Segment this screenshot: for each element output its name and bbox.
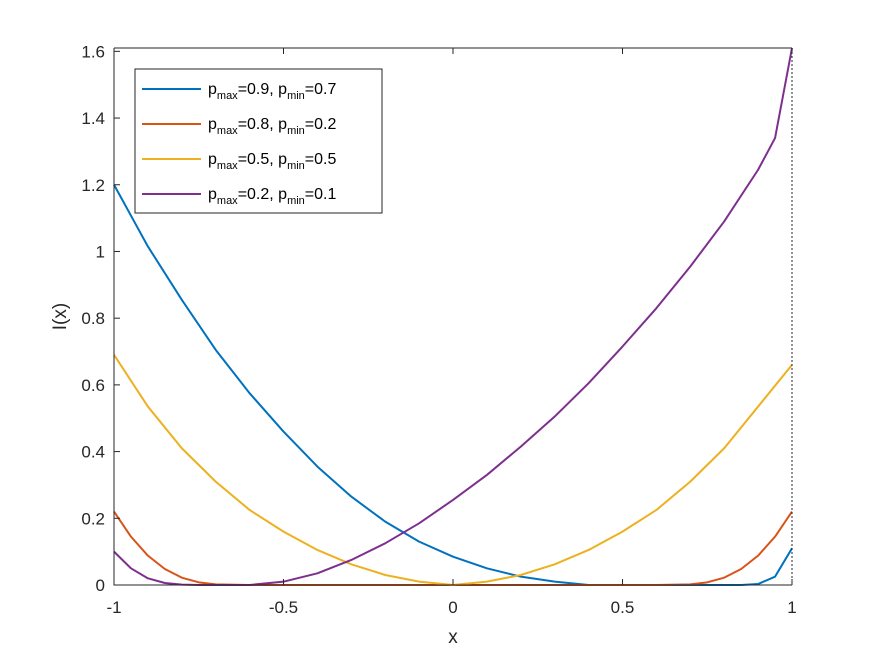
- x-tick-label: 0.5: [611, 598, 635, 617]
- legend-entry: pmax=0.2, pmin=0.1: [208, 186, 336, 207]
- x-tick-label: 0: [448, 598, 457, 617]
- x-tick-label: 1: [787, 598, 796, 617]
- legend-entry: pmax=0.9, pmin=0.7: [208, 81, 336, 102]
- y-tick-label: 0: [96, 576, 105, 595]
- y-tick-label: 0.8: [81, 309, 105, 328]
- legend-box: [134, 68, 383, 214]
- y-tick-label: 1.6: [81, 42, 105, 61]
- x-tick-label: -1: [106, 598, 121, 617]
- x-tick-label: -0.5: [269, 598, 298, 617]
- y-axis: 0 0.2 0.4 0.6 0.8 1 1.2 1.4 1.6: [81, 42, 120, 595]
- legend-entry: pmax=0.5, pmin=0.5: [208, 151, 336, 172]
- legend: pmax=0.9, pmin=0.7 pmax=0.8, pmin=0.2 pmax…: [134, 68, 383, 214]
- x-axis: -1 -0.5 0 0.5 1: [106, 48, 797, 617]
- x-axis-label: x: [448, 627, 458, 648]
- y-tick-label: 0.6: [81, 376, 105, 395]
- y-tick-label: 0.4: [81, 443, 105, 462]
- y-tick-label: 1.2: [81, 176, 105, 195]
- y-tick-label: 1: [96, 242, 105, 261]
- y-axis-label: I(x): [50, 303, 71, 330]
- legend-entry: pmax=0.8, pmin=0.2: [208, 116, 336, 137]
- y-tick-label: 0.2: [81, 509, 105, 528]
- y-tick-label: 1.4: [81, 109, 105, 128]
